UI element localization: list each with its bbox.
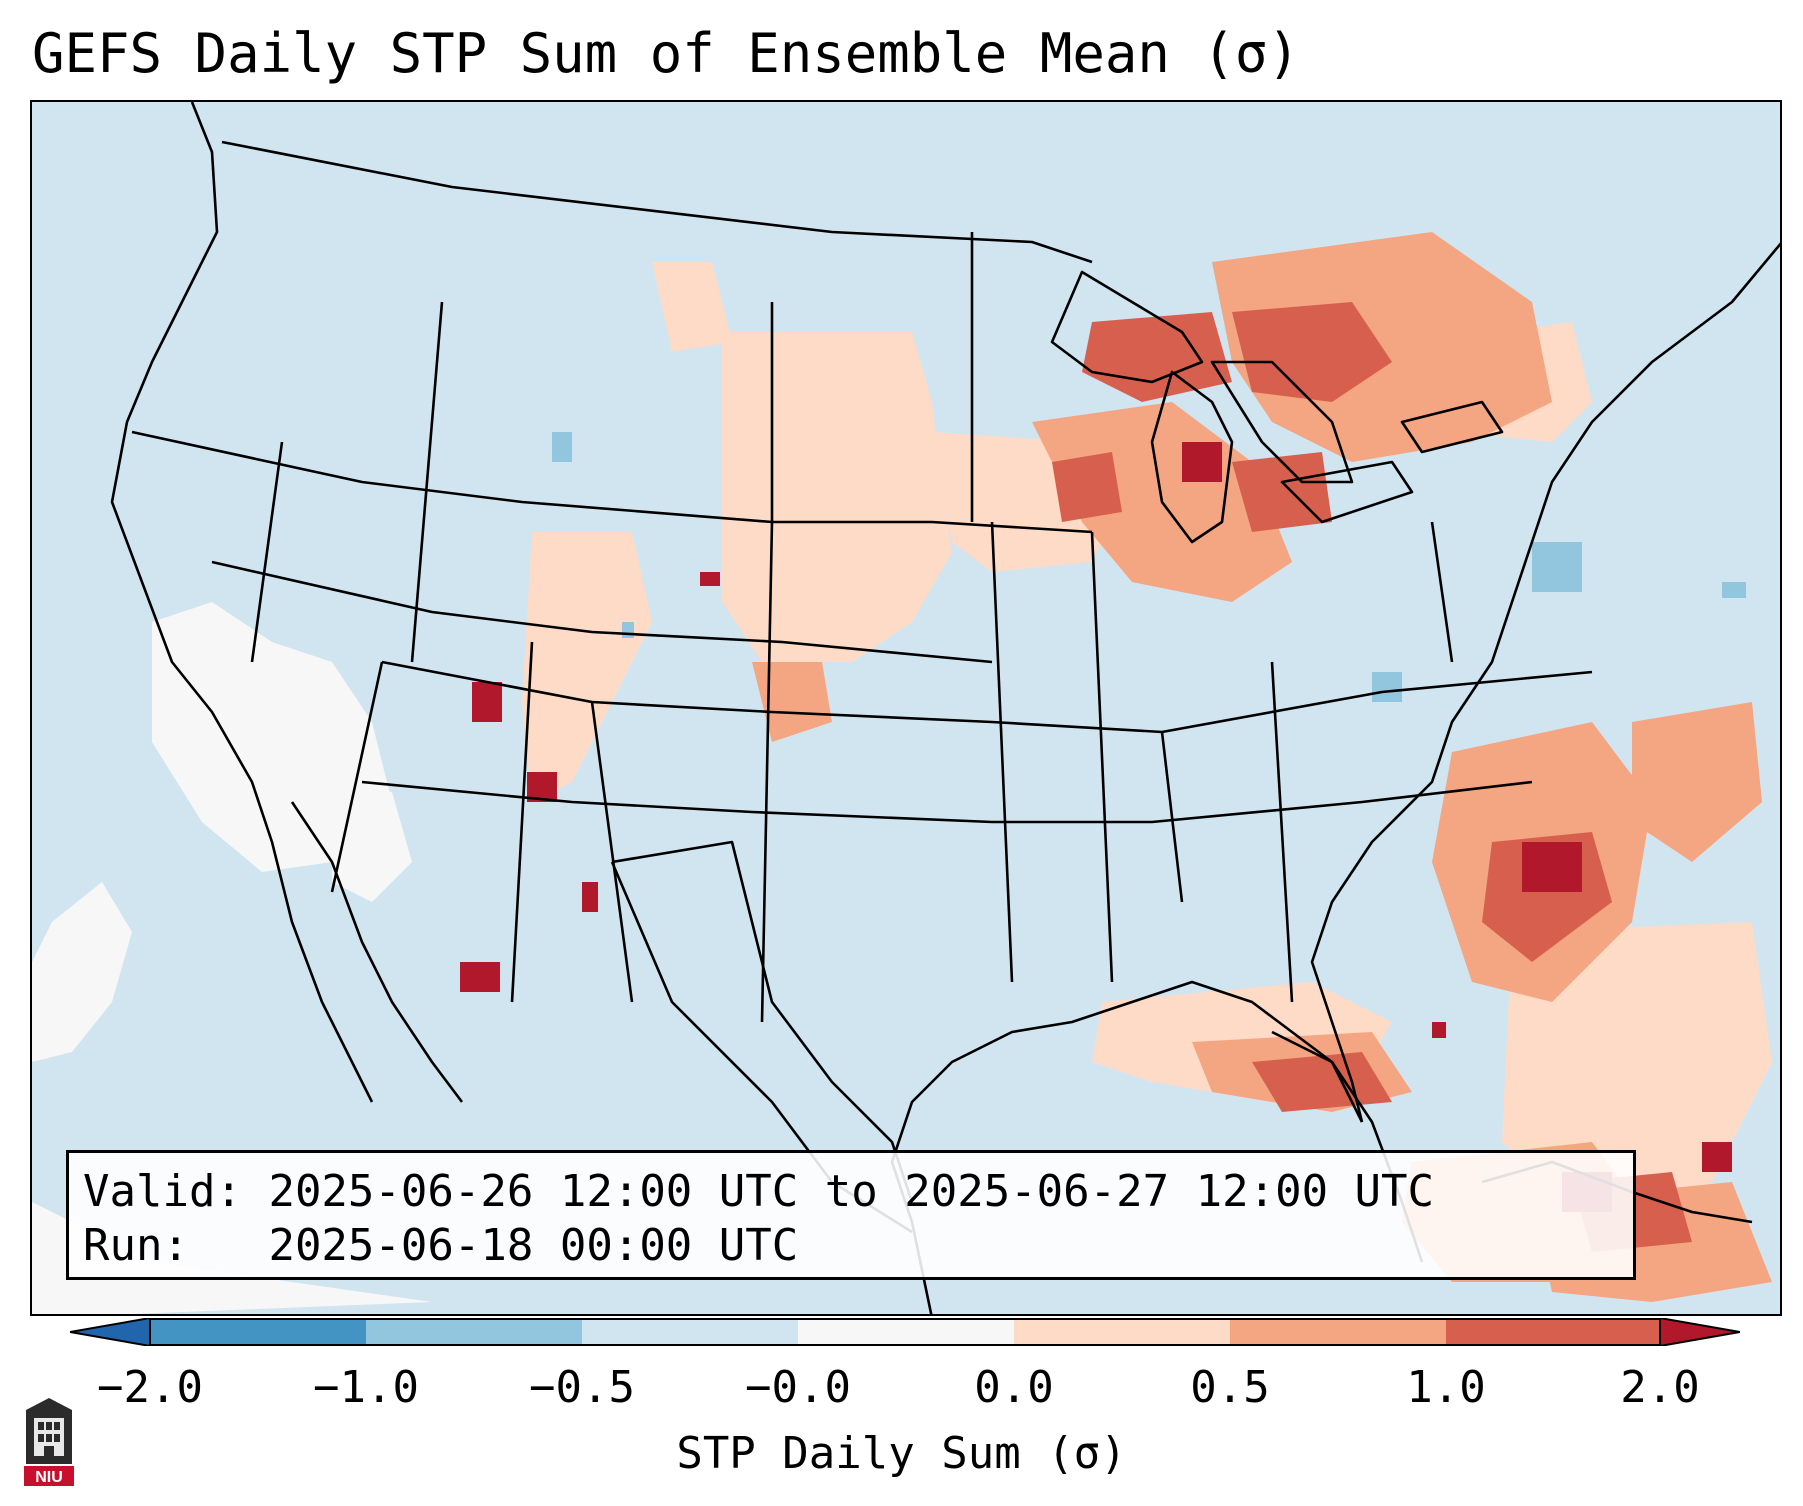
valid-label: Valid: xyxy=(83,1166,242,1217)
colorbar-extend-high xyxy=(1659,1318,1740,1346)
colorbar-seg-5 xyxy=(1014,1318,1230,1346)
colorbar-seg-1 xyxy=(150,1318,366,1346)
colorbar-tick-label: 2.0 xyxy=(1620,1362,1700,1413)
colorbar-tick-label: −0.5 xyxy=(529,1362,635,1413)
run-time: 2025-06-18 00:00 UTC xyxy=(268,1220,799,1271)
run-label: Run: xyxy=(83,1220,189,1271)
colorbar-tick-label: 0.5 xyxy=(1190,1362,1270,1413)
valid-info-box: Valid: 2025-06-26 12:00 UTC to 2025-06-2… xyxy=(66,1150,1636,1280)
colorbar-tick-label: −2.0 xyxy=(97,1362,203,1413)
chart-title: GEFS Daily STP Sum of Ensemble Mean (σ) xyxy=(32,22,1300,85)
colorbar-seg-7 xyxy=(1446,1318,1662,1346)
svg-text:NIU: NIU xyxy=(35,1469,63,1486)
colorbar-seg-4 xyxy=(798,1318,1014,1346)
run-row: Run: 2025-06-18 00:00 UTC xyxy=(83,1219,1619,1273)
colorbar-seg-3 xyxy=(582,1318,798,1346)
colorbar-tick-label: −1.0 xyxy=(313,1362,419,1413)
map-panel xyxy=(30,100,1782,1316)
colorbar-title: STP Daily Sum (σ) xyxy=(676,1428,1127,1479)
colorbar-extend-low xyxy=(70,1318,151,1346)
valid-range: 2025-06-26 12:00 UTC to 2025-06-27 12:00… xyxy=(268,1166,1435,1217)
colorbar-tick-label: −0.0 xyxy=(745,1362,851,1413)
anomaly-negative xyxy=(552,432,1746,702)
colorbar-seg-2 xyxy=(366,1318,582,1346)
colorbar-seg-6 xyxy=(1230,1318,1446,1346)
colorbar-tick-label: 1.0 xyxy=(1406,1362,1486,1413)
colorbar-segments xyxy=(150,1318,1662,1346)
colorbar-tick-label: 0.0 xyxy=(974,1362,1054,1413)
valid-row: Valid: 2025-06-26 12:00 UTC to 2025-06-2… xyxy=(83,1165,1619,1219)
map-canvas xyxy=(32,102,1780,1314)
anomaly-neutral-white xyxy=(32,602,432,1314)
niu-logo-icon: NIU xyxy=(24,1398,74,1486)
colorbar xyxy=(70,1318,1740,1346)
